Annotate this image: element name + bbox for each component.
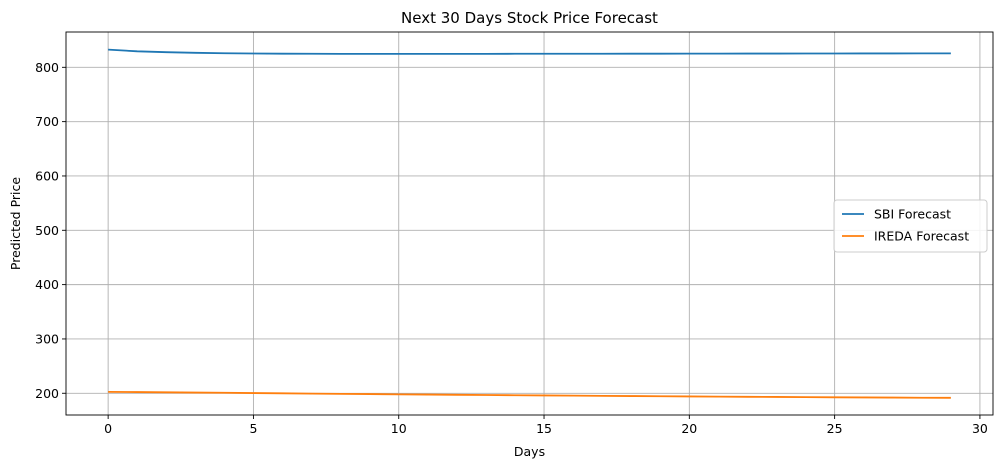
chart-title: Next 30 Days Stock Price Forecast [401, 9, 658, 27]
x-tick-label: 10 [391, 421, 407, 436]
x-tick-label: 20 [681, 421, 697, 436]
legend: SBI Forecast IREDA Forecast [833, 199, 988, 253]
y-tick-label: 200 [35, 386, 59, 401]
legend-label-ireda-forecast: IREDA Forecast [874, 229, 969, 244]
y-axis-label: Predicted Price [8, 177, 23, 270]
sbi-forecast-line [108, 48, 951, 55]
x-tick-label: 25 [827, 421, 843, 436]
legend-box [833, 199, 988, 253]
x-tick-label: 15 [536, 421, 552, 436]
plot-frame [65, 31, 994, 416]
y-tick-label: 400 [35, 277, 59, 292]
y-tick-label: 500 [35, 223, 59, 238]
x-tick-label: 0 [104, 421, 112, 436]
y-tick-label: 600 [35, 168, 59, 183]
y-tick-label: 800 [35, 60, 59, 75]
x-axis-label: Days [514, 444, 545, 459]
x-tick-label: 30 [972, 421, 988, 436]
ticks: 0 5 10 15 20 25 30 200 300 400 500 600 700 800 [35, 60, 988, 436]
y-tick-label: 700 [35, 114, 59, 129]
series-layer [108, 48, 951, 399]
x-tick-label: 5 [249, 421, 257, 436]
ireda-forecast-line [108, 391, 951, 399]
y-tick-label: 300 [35, 331, 59, 346]
legend-label-sbi-forecast: SBI Forecast [874, 207, 951, 222]
